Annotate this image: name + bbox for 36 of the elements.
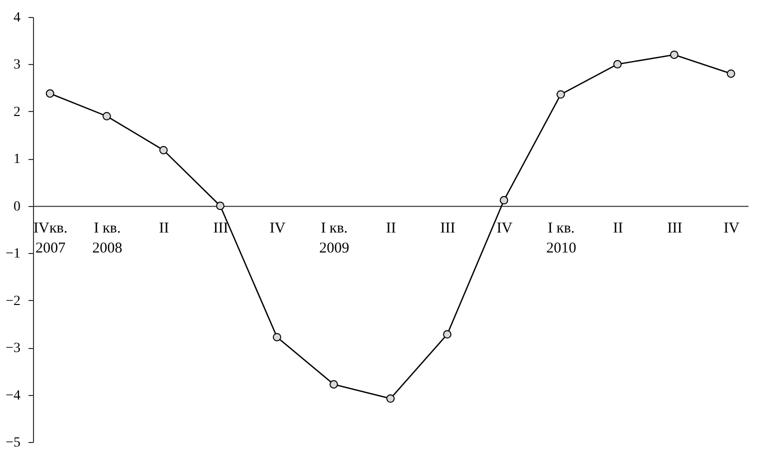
- x-tick-label: II: [159, 220, 170, 236]
- y-tick-label: 2: [14, 104, 20, 120]
- y-tick-label: 1: [14, 152, 20, 168]
- x-tick-label: I кв. 2010: [546, 220, 576, 256]
- x-tick-label: III: [213, 220, 228, 236]
- x-tick-label: I кв. 2009: [319, 220, 350, 256]
- y-tick-label: 4: [14, 10, 20, 26]
- point: [726, 69, 736, 78]
- point: [613, 60, 622, 68]
- y-tick-label: 3: [14, 58, 20, 73]
- x-tick-label: IV: [270, 220, 286, 236]
- y-tick-label: −5: [6, 436, 20, 450]
- point: [670, 50, 678, 59]
- y-tick-label: −4: [6, 388, 20, 404]
- point: [102, 112, 111, 120]
- y-tick-label: 0: [14, 199, 20, 214]
- x-tick-label: IVкв. 2007: [34, 220, 68, 256]
- point: [159, 146, 168, 154]
- point: [330, 380, 338, 389]
- x-tick-label: III: [667, 220, 682, 236]
- x-tick-label: IV: [496, 220, 513, 236]
- x-tick-label: II: [612, 220, 623, 236]
- x-tick-label: II: [386, 220, 396, 236]
- point: [500, 196, 508, 204]
- x-tick-label: IV: [724, 220, 740, 236]
- y-tick-label: −3: [6, 341, 20, 356]
- point: [386, 394, 395, 403]
- point: [556, 90, 565, 99]
- point: [443, 330, 452, 339]
- y-tick-label: −1: [6, 246, 20, 262]
- x-tick-label: III: [440, 220, 456, 236]
- point: [272, 332, 282, 342]
- point: [46, 89, 54, 98]
- y-tick-label: −2: [6, 294, 20, 309]
- point: [216, 202, 224, 210]
- x-tick-label: I кв. 2008: [92, 220, 122, 256]
